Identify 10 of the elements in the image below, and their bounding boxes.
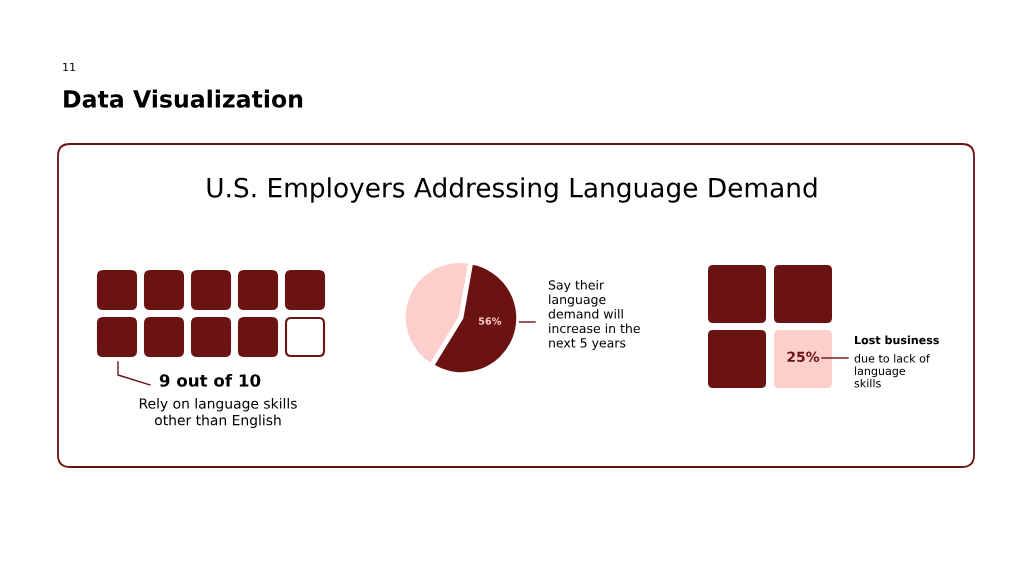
text: Lost business [855,335,939,345]
text: 25% [787,351,820,363]
text: due to lack of language skills [854,354,931,388]
text: Data Visualization [64,89,303,108]
text: Say their language demand will increase in the next 5 years [548,280,640,350]
text: 9 out of 10 [159,373,261,387]
data-label: 56% [478,317,502,325]
text: Rely on language skills other than English [139,397,297,429]
text: 11 [63,62,76,72]
text: U.S. Employers Addressing Language Demand [207,177,817,203]
